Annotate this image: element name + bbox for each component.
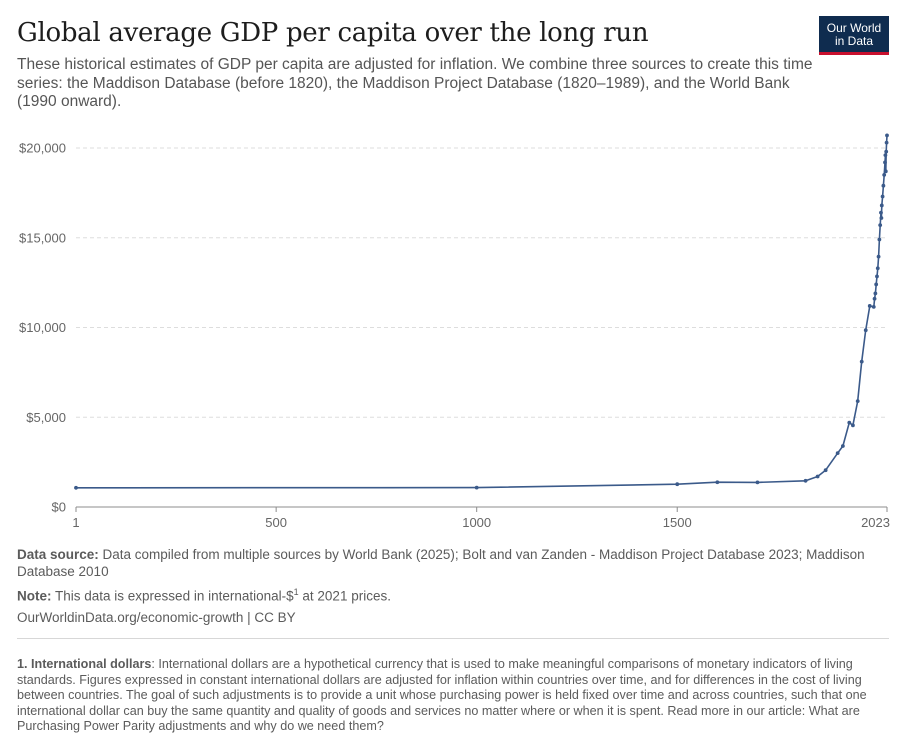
series-line[interactable] xyxy=(75,135,888,489)
data-point[interactable] xyxy=(859,359,864,364)
data-point[interactable] xyxy=(823,468,828,473)
logo-line-1: Our World xyxy=(826,21,882,35)
data-point[interactable] xyxy=(877,237,882,242)
data-point[interactable] xyxy=(835,451,840,456)
footnote-text: : International dollars are a hypothetic… xyxy=(17,657,867,734)
data-point[interactable] xyxy=(803,478,808,483)
line-chart: $0$5,000$10,000$15,000$20,000 1 500 1000 15… xyxy=(19,133,890,530)
chart-subtitle: These historical estimates of GDP per ca… xyxy=(17,56,813,110)
y-tick-label: $20,000 xyxy=(19,141,66,156)
data-point[interactable] xyxy=(878,223,883,228)
y-axis-ticks: $0 $5,000 $10,000 $15,000 $20,000 xyxy=(19,141,66,515)
data-point[interactable] xyxy=(883,169,888,174)
data-source-label: Data source: xyxy=(17,547,99,562)
note-text-after: at 2021 prices. xyxy=(298,588,391,604)
data-point[interactable] xyxy=(881,183,886,188)
data-point[interactable] xyxy=(885,133,889,138)
chart-title: Global average GDP per capita over the l… xyxy=(17,18,649,48)
y-tick-label: $15,000 xyxy=(19,230,66,245)
data-point[interactable] xyxy=(883,160,887,165)
data-point[interactable] xyxy=(884,149,889,154)
data-point[interactable] xyxy=(847,420,852,425)
source-url[interactable]: OurWorldinData.org/economic-growth | CC … xyxy=(17,609,296,625)
data-point[interactable] xyxy=(879,210,883,215)
data-point[interactable] xyxy=(873,291,878,296)
logo-line-2: in Data xyxy=(834,34,874,48)
data-point[interactable] xyxy=(840,444,845,448)
owid-logo[interactable]: Our World in Data xyxy=(819,16,889,55)
data-point[interactable] xyxy=(882,173,887,177)
gridlines xyxy=(76,147,887,418)
data-point[interactable] xyxy=(871,304,876,309)
note-text-before: This data is expressed in international-… xyxy=(51,588,294,604)
data-point[interactable] xyxy=(879,216,884,220)
data-point[interactable] xyxy=(874,282,879,287)
data-point[interactable] xyxy=(715,480,720,485)
data-point[interactable] xyxy=(884,140,889,145)
footnote: 1. International dollars: International … xyxy=(17,657,889,735)
data-point[interactable] xyxy=(815,474,820,479)
data-source-text: Data compiled from multiple sources by W… xyxy=(17,547,865,579)
data-point[interactable] xyxy=(876,254,881,259)
data-point[interactable] xyxy=(880,194,885,199)
data-point[interactable] xyxy=(872,296,877,301)
data-point[interactable] xyxy=(755,480,760,485)
y-tick-label: $10,000 xyxy=(19,320,66,335)
data-point[interactable] xyxy=(855,399,860,403)
x-tick-label: 1 xyxy=(72,515,79,530)
x-tick-label: 2023 xyxy=(861,515,890,530)
x-tick-label: 500 xyxy=(265,515,287,530)
note-label: Note: xyxy=(17,588,52,604)
x-axis: 1 500 1000 1500 2023 xyxy=(72,506,890,530)
y-tick-label: $5,000 xyxy=(26,410,66,425)
data-point[interactable] xyxy=(675,482,680,487)
y-tick-label: $0 xyxy=(52,500,66,515)
data-point[interactable] xyxy=(875,274,879,279)
x-tick-label: 1500 xyxy=(663,515,692,530)
data-point[interactable] xyxy=(851,423,855,428)
data-point[interactable] xyxy=(863,328,868,333)
data-point[interactable] xyxy=(867,304,872,308)
data-point[interactable] xyxy=(74,485,78,490)
footnote-label: 1. International dollars xyxy=(17,657,152,671)
note: Note: This data is expressed in internat… xyxy=(17,584,877,605)
data-point[interactable] xyxy=(883,153,888,158)
note-superscript: 1 xyxy=(293,587,299,597)
data-point[interactable] xyxy=(879,203,884,208)
series-layer xyxy=(74,133,889,490)
data-source: Data source: Data compiled from multiple… xyxy=(17,546,877,580)
data-point[interactable] xyxy=(875,266,880,271)
data-point[interactable] xyxy=(474,485,479,490)
footer-divider xyxy=(17,638,889,639)
chart-footer: Data source: Data compiled from multiple… xyxy=(17,546,877,630)
x-tick-label: 1000 xyxy=(462,515,491,530)
